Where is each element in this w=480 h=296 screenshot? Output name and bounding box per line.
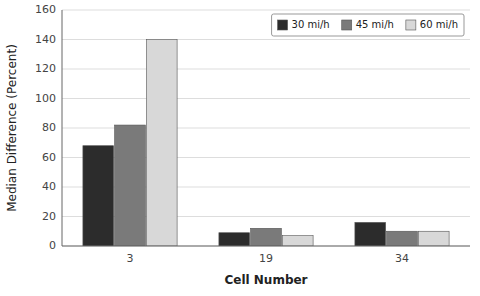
chart: 0 20 40 60 80 100 120 140 160 3 19 34 Cell Number Med… [0, 0, 480, 296]
x-tick-label: 19 [259, 252, 273, 265]
y-tick-label: 20 [42, 210, 56, 223]
y-ticks: 0 20 40 60 80 100 120 140 160 [35, 3, 56, 252]
x-axis-label: Cell Number [224, 273, 307, 287]
bar [418, 231, 449, 246]
y-tick-label: 0 [49, 239, 56, 252]
x-tick-label: 34 [395, 252, 409, 265]
x-ticks: 3 19 34 [127, 252, 410, 265]
bar [83, 146, 114, 246]
bar [387, 231, 418, 246]
y-axis-label: Median Difference (Percent) [5, 44, 19, 212]
grid-line [62, 69, 470, 70]
legend-label: 60 mi/h [420, 19, 458, 30]
legend-swatch [342, 20, 352, 30]
bar [355, 222, 386, 246]
legend-frame [272, 14, 464, 36]
legend-item: 60 mi/h [406, 19, 458, 30]
grid-line [62, 10, 470, 11]
legend-swatch [406, 20, 416, 30]
y-axis-line [62, 10, 63, 246]
grid-line [62, 246, 470, 247]
grid-line [62, 98, 470, 99]
chart-container: 0 20 40 60 80 100 120 140 160 3 19 34 Cell Number Med… [0, 0, 480, 296]
grid [62, 10, 470, 246]
y-tick-label: 100 [35, 92, 56, 105]
y-tick-label: 40 [42, 180, 56, 193]
legend-swatch [278, 20, 288, 30]
legend-item: 45 mi/h [342, 19, 394, 30]
legend-item: 30 mi/h [278, 19, 330, 30]
legend-label: 30 mi/h [292, 19, 330, 30]
y-tick-label: 140 [35, 33, 56, 46]
bars [83, 40, 449, 247]
x-tick-label: 3 [127, 252, 134, 265]
y-tick-label: 160 [35, 3, 56, 16]
bar [115, 125, 146, 246]
legend-label: 45 mi/h [356, 19, 394, 30]
legend: 30 mi/h 45 mi/h 60 mi/h [272, 14, 464, 36]
bar [146, 40, 177, 247]
y-tick-label: 60 [42, 151, 56, 164]
bar [251, 228, 282, 246]
bar [219, 233, 250, 246]
grid-line [62, 39, 470, 40]
x-axis-line [62, 246, 470, 247]
bar [282, 236, 313, 246]
y-tick-label: 120 [35, 62, 56, 75]
y-tick-label: 80 [42, 121, 56, 134]
